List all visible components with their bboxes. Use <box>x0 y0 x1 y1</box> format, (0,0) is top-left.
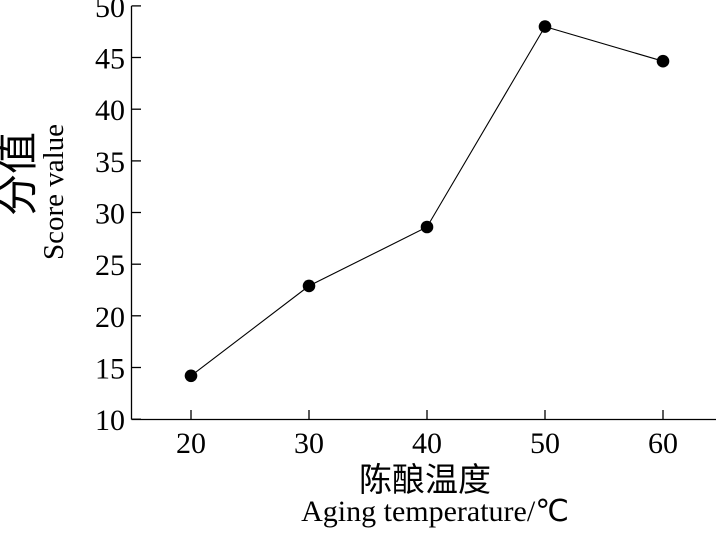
svg-text:20: 20 <box>95 301 125 334</box>
svg-text:45: 45 <box>95 43 125 76</box>
svg-text:35: 35 <box>95 146 125 179</box>
svg-text:40: 40 <box>412 427 442 460</box>
svg-text:30: 30 <box>95 198 125 231</box>
svg-text:15: 15 <box>95 353 125 386</box>
svg-text:40: 40 <box>95 94 125 127</box>
svg-text:25: 25 <box>95 249 125 282</box>
svg-text:10: 10 <box>95 404 125 437</box>
svg-text:20: 20 <box>176 427 206 460</box>
svg-text:30: 30 <box>294 427 324 460</box>
svg-text:60: 60 <box>648 427 678 460</box>
svg-text:Aging temperature/℃: Aging temperature/℃ <box>301 495 569 528</box>
svg-text:50: 50 <box>95 0 125 24</box>
svg-text:陈酿温度: 陈酿温度 <box>359 462 491 499</box>
svg-text:50: 50 <box>530 427 560 460</box>
svg-text:Score value: Score value <box>38 124 70 260</box>
svg-text:分值: 分值 <box>0 132 42 216</box>
